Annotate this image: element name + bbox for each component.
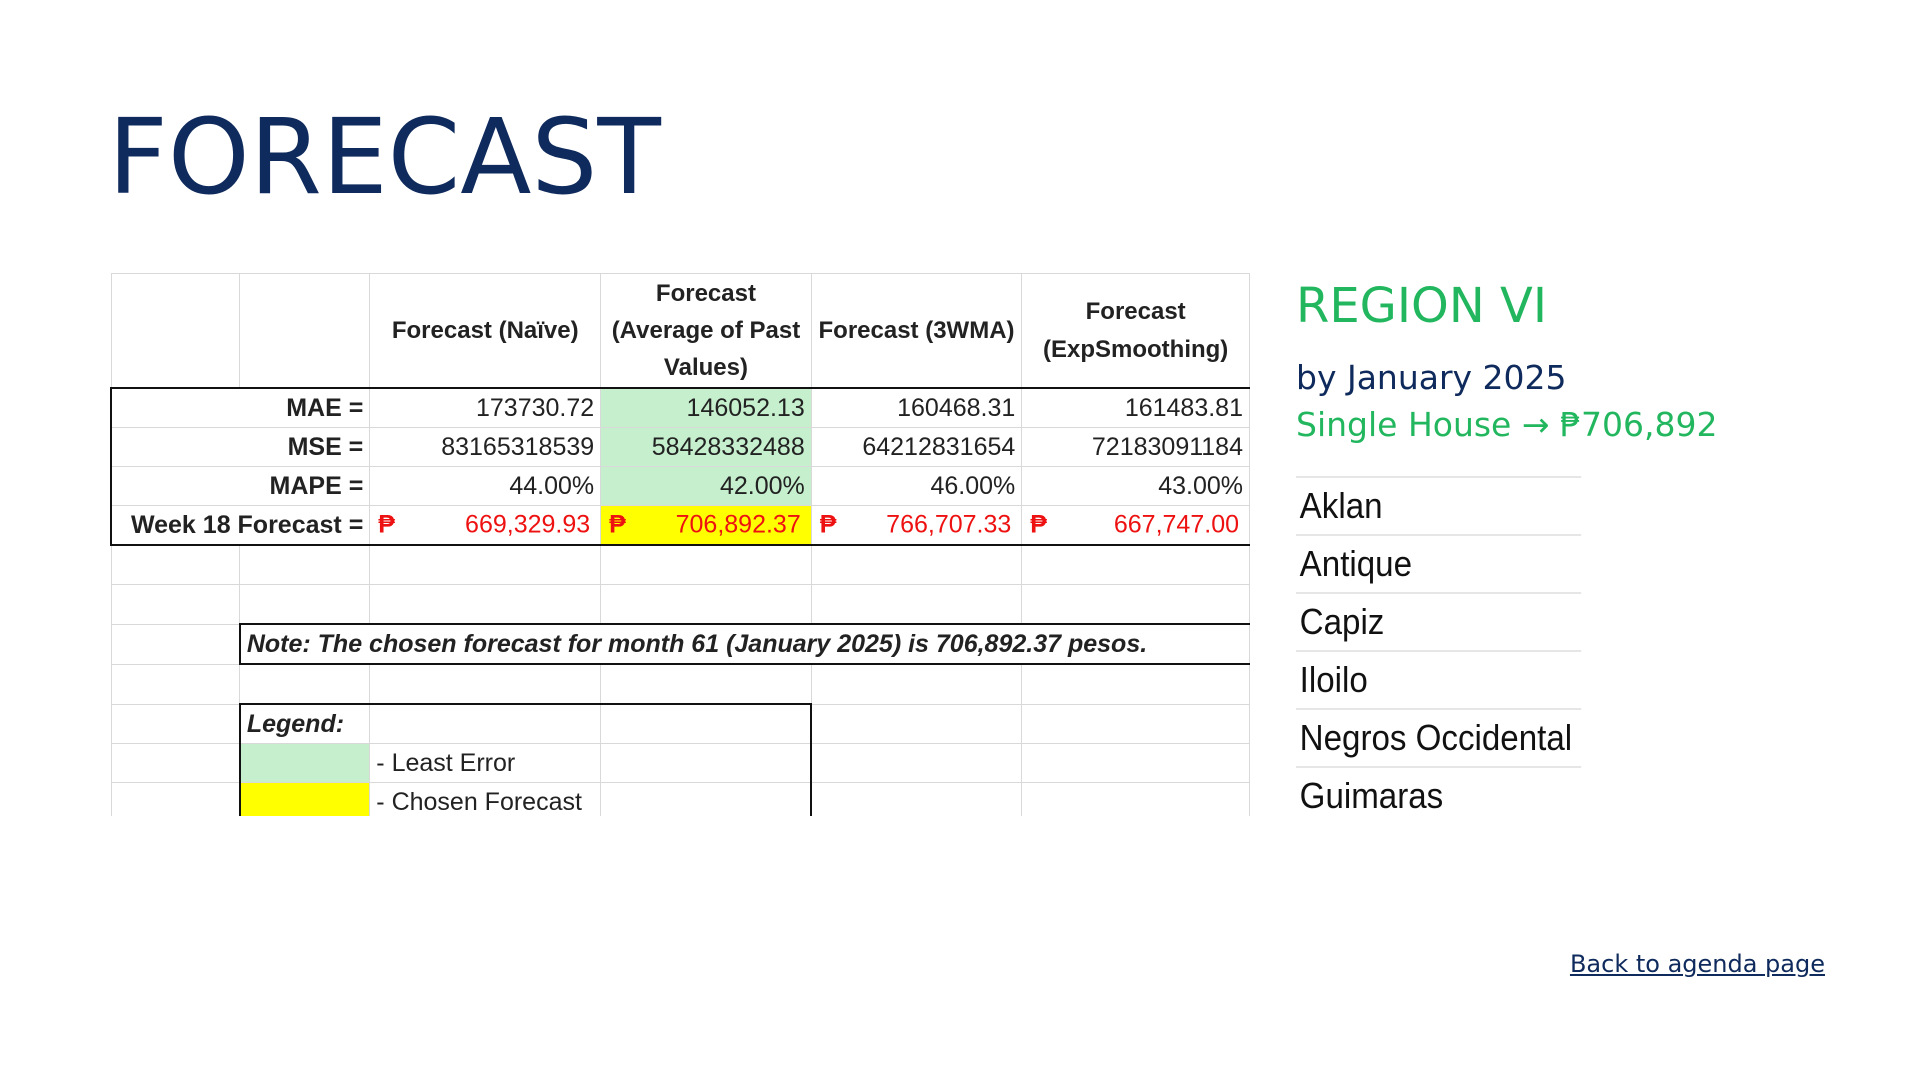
mape-expsmoothing: 43.00% xyxy=(1021,466,1250,506)
mape-naive: 44.00% xyxy=(369,466,602,506)
forecast-spreadsheet: Forecast (Naïve) Forecast (Average of Pa… xyxy=(110,273,1250,816)
chosen-forecast-label: - Chosen Forecast xyxy=(369,782,602,816)
mape-average: 42.00% xyxy=(600,466,812,506)
province-item: Negros Occidental xyxy=(1296,708,1582,766)
header-average: Forecast (Average of Past Values) xyxy=(600,273,812,389)
province-item: Aklan xyxy=(1296,476,1582,534)
forecast-note: Note: The chosen forecast for month 61 (… xyxy=(238,623,1250,665)
empty-cell xyxy=(110,743,241,783)
mae-label: MAE = xyxy=(110,387,371,428)
province-item: Capiz xyxy=(1296,592,1582,650)
least-error-label: - Least Error xyxy=(369,743,602,783)
legend-least-error-row: - Least Error xyxy=(110,743,1250,783)
peso-sign: ₱ xyxy=(819,510,837,539)
mse-3wma: 64212831654 xyxy=(810,427,1023,467)
legend-chosen-row: - Chosen Forecast xyxy=(110,782,1250,816)
header-naive: Forecast (Naïve) xyxy=(369,273,602,389)
mse-expsmoothing: 72183091184 xyxy=(1021,427,1250,467)
province-item: Antique xyxy=(1296,534,1582,592)
forecast-value: 667,747.00 xyxy=(1113,510,1239,539)
legend-title: Legend: xyxy=(238,703,371,744)
peso-sign: ₱ xyxy=(1030,510,1047,539)
empty-cell xyxy=(110,782,241,816)
mae-naive: 173730.72 xyxy=(369,387,602,428)
blank-row xyxy=(110,584,1250,625)
back-to-agenda-link[interactable]: Back to agenda page xyxy=(1569,950,1825,978)
mse-average: 58428332488 xyxy=(600,427,812,467)
header-3wma: Forecast (3WMA) xyxy=(810,273,1023,389)
mae-3wma: 160468.31 xyxy=(810,387,1023,428)
page-title: FORECAST xyxy=(108,96,661,218)
mse-label: MSE = xyxy=(110,427,371,467)
empty-cell xyxy=(110,703,241,744)
mae-row: MAE = 173730.72 146052.13 160468.31 1614… xyxy=(110,387,1250,428)
least-error-swatch xyxy=(238,743,371,783)
empty-cell xyxy=(110,273,241,389)
legend-title-row: Legend: xyxy=(110,703,1250,744)
forecast-3wma: ₱ 766,707.33 xyxy=(810,505,1023,546)
province-item: Guimaras xyxy=(1296,766,1582,824)
peso-sign: ₱ xyxy=(609,510,626,539)
header-row: Forecast (Naïve) Forecast (Average of Pa… xyxy=(110,273,1250,389)
forecast-value: 669,329.93 xyxy=(465,510,591,539)
forecast-expsmoothing: ₱ 667,747.00 xyxy=(1021,505,1250,546)
forecast-naive: ₱ 669,329.93 xyxy=(369,505,602,546)
mae-expsmoothing: 161483.81 xyxy=(1021,387,1250,428)
note-row: Note: The chosen forecast for month 61 (… xyxy=(110,623,1250,665)
forecast-row: Week 18 Forecast = ₱ 669,329.93 ₱ 706,89… xyxy=(110,505,1250,546)
header-expsmoothing: Forecast (ExpSmoothing) xyxy=(1021,273,1250,389)
chosen-forecast-swatch xyxy=(238,782,371,816)
empty-cell xyxy=(110,623,241,665)
province-item: Iloilo xyxy=(1296,650,1582,708)
blank-row xyxy=(110,663,1250,705)
single-house-forecast: Single House → ₱706,892 xyxy=(1296,405,1718,444)
mape-row: MAPE = 44.00% 42.00% 46.00% 43.00% xyxy=(110,466,1250,506)
forecast-label: Week 18 Forecast = xyxy=(110,505,371,546)
mae-average: 146052.13 xyxy=(600,387,812,428)
peso-sign: ₱ xyxy=(378,510,395,539)
blank-row xyxy=(110,544,1250,585)
mse-row: MSE = 83165318539 58428332488 6421283165… xyxy=(110,427,1250,467)
mape-label: MAPE = xyxy=(110,466,371,506)
forecast-value: 706,892.37 xyxy=(675,510,801,539)
province-list: Aklan Antique Capiz Iloilo Negros Occide… xyxy=(1296,476,1606,824)
forecast-average: ₱ 706,892.37 xyxy=(600,505,812,546)
region-heading: REGION VI xyxy=(1296,278,1547,334)
empty-cell xyxy=(239,273,371,389)
forecast-value: 766,707.33 xyxy=(886,510,1012,539)
mape-3wma: 46.00% xyxy=(810,466,1023,506)
forecast-date: by January 2025 xyxy=(1296,358,1567,397)
forecast-table: Forecast (Naïve) Forecast (Average of Pa… xyxy=(110,273,1250,816)
mse-naive: 83165318539 xyxy=(369,427,602,467)
